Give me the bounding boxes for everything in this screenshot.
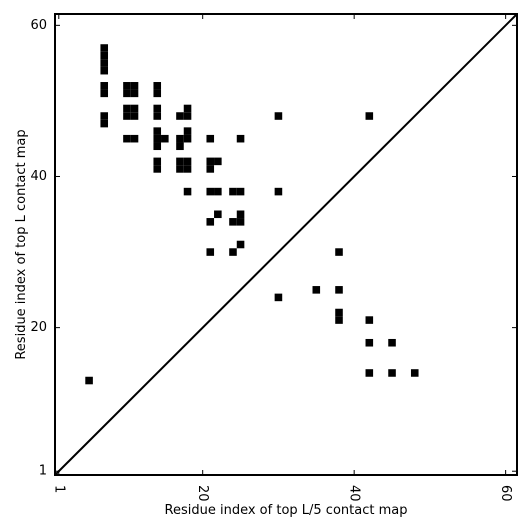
data-point (229, 187, 237, 196)
y-tick-label: 60 (30, 18, 47, 33)
data-point (100, 51, 109, 60)
data-point (176, 134, 184, 143)
data-point (365, 338, 374, 347)
data-point (100, 59, 109, 67)
data-point (183, 134, 192, 143)
diagonal-line (54, 13, 518, 476)
data-point (206, 248, 215, 256)
data-point (153, 112, 162, 120)
x-axis-label: Residue index of top L/5 contact map (165, 503, 408, 518)
data-point (183, 165, 192, 173)
data-point (229, 248, 237, 256)
data-point (183, 127, 192, 135)
data-point (130, 134, 139, 143)
data-point (335, 316, 343, 324)
x-tick-label: 20 (195, 485, 210, 502)
data-point (335, 308, 343, 317)
data-point (365, 112, 374, 120)
data-point (335, 286, 343, 294)
data-point (410, 369, 419, 377)
data-point (100, 44, 109, 52)
data-point (236, 240, 245, 249)
x-tick-label: 1 (51, 485, 66, 493)
data-point (365, 316, 374, 324)
data-point (123, 89, 131, 98)
data-point (153, 142, 162, 151)
data-point (153, 157, 162, 166)
data-point (100, 82, 109, 90)
data-point (236, 218, 245, 226)
data-point (176, 142, 184, 151)
x-tick-label: 40 (347, 485, 362, 502)
data-point (161, 134, 169, 143)
data-point (130, 104, 139, 113)
data-point (274, 293, 283, 302)
x-tick-label: 60 (498, 485, 513, 502)
data-point (206, 187, 215, 196)
data-point (236, 210, 245, 219)
data-point (153, 82, 162, 90)
x-axis-ticks: 1 20 40 60 (51, 14, 513, 502)
data-point (335, 248, 343, 256)
data-point (100, 119, 109, 128)
data-point (365, 369, 374, 377)
data-point (214, 210, 222, 219)
data-point (153, 127, 162, 135)
data-point (100, 112, 109, 120)
data-point (312, 286, 321, 294)
data-point (206, 165, 215, 173)
data-point (176, 165, 184, 173)
data-point (183, 187, 192, 196)
y-axis-label: Residue index of top L contact map (14, 129, 29, 359)
y-tick-label: 40 (30, 169, 47, 184)
data-point (100, 66, 109, 75)
y-tick-label: 1 (39, 464, 47, 479)
data-point (183, 104, 192, 113)
data-point (183, 112, 192, 120)
data-point (130, 89, 139, 98)
plot-frame (54, 13, 518, 476)
data-point (214, 187, 222, 196)
data-point (153, 104, 162, 113)
data-point (176, 112, 184, 120)
data-point (100, 89, 109, 98)
data-point (123, 82, 131, 90)
data-point (206, 134, 215, 143)
data-point (130, 112, 139, 120)
data-point (153, 165, 162, 173)
data-point (274, 187, 283, 196)
data-point (130, 82, 139, 90)
data-point (388, 369, 396, 377)
data-point (123, 112, 131, 120)
data-point (236, 134, 245, 143)
y-axis-ticks: 1 20 40 60 (30, 18, 517, 479)
data-point (206, 218, 215, 226)
data-point (214, 157, 222, 166)
data-point (274, 112, 283, 120)
data-point (176, 157, 184, 166)
y-tick-label: 20 (30, 320, 47, 335)
data-point (153, 89, 162, 98)
data-point (153, 134, 162, 143)
data-point (236, 187, 245, 196)
data-point (183, 157, 192, 166)
data-points (85, 44, 419, 385)
data-point (123, 134, 131, 143)
data-point (85, 376, 93, 385)
data-point (388, 338, 396, 347)
data-point (229, 218, 237, 226)
data-point (206, 157, 215, 166)
data-point (123, 104, 131, 113)
